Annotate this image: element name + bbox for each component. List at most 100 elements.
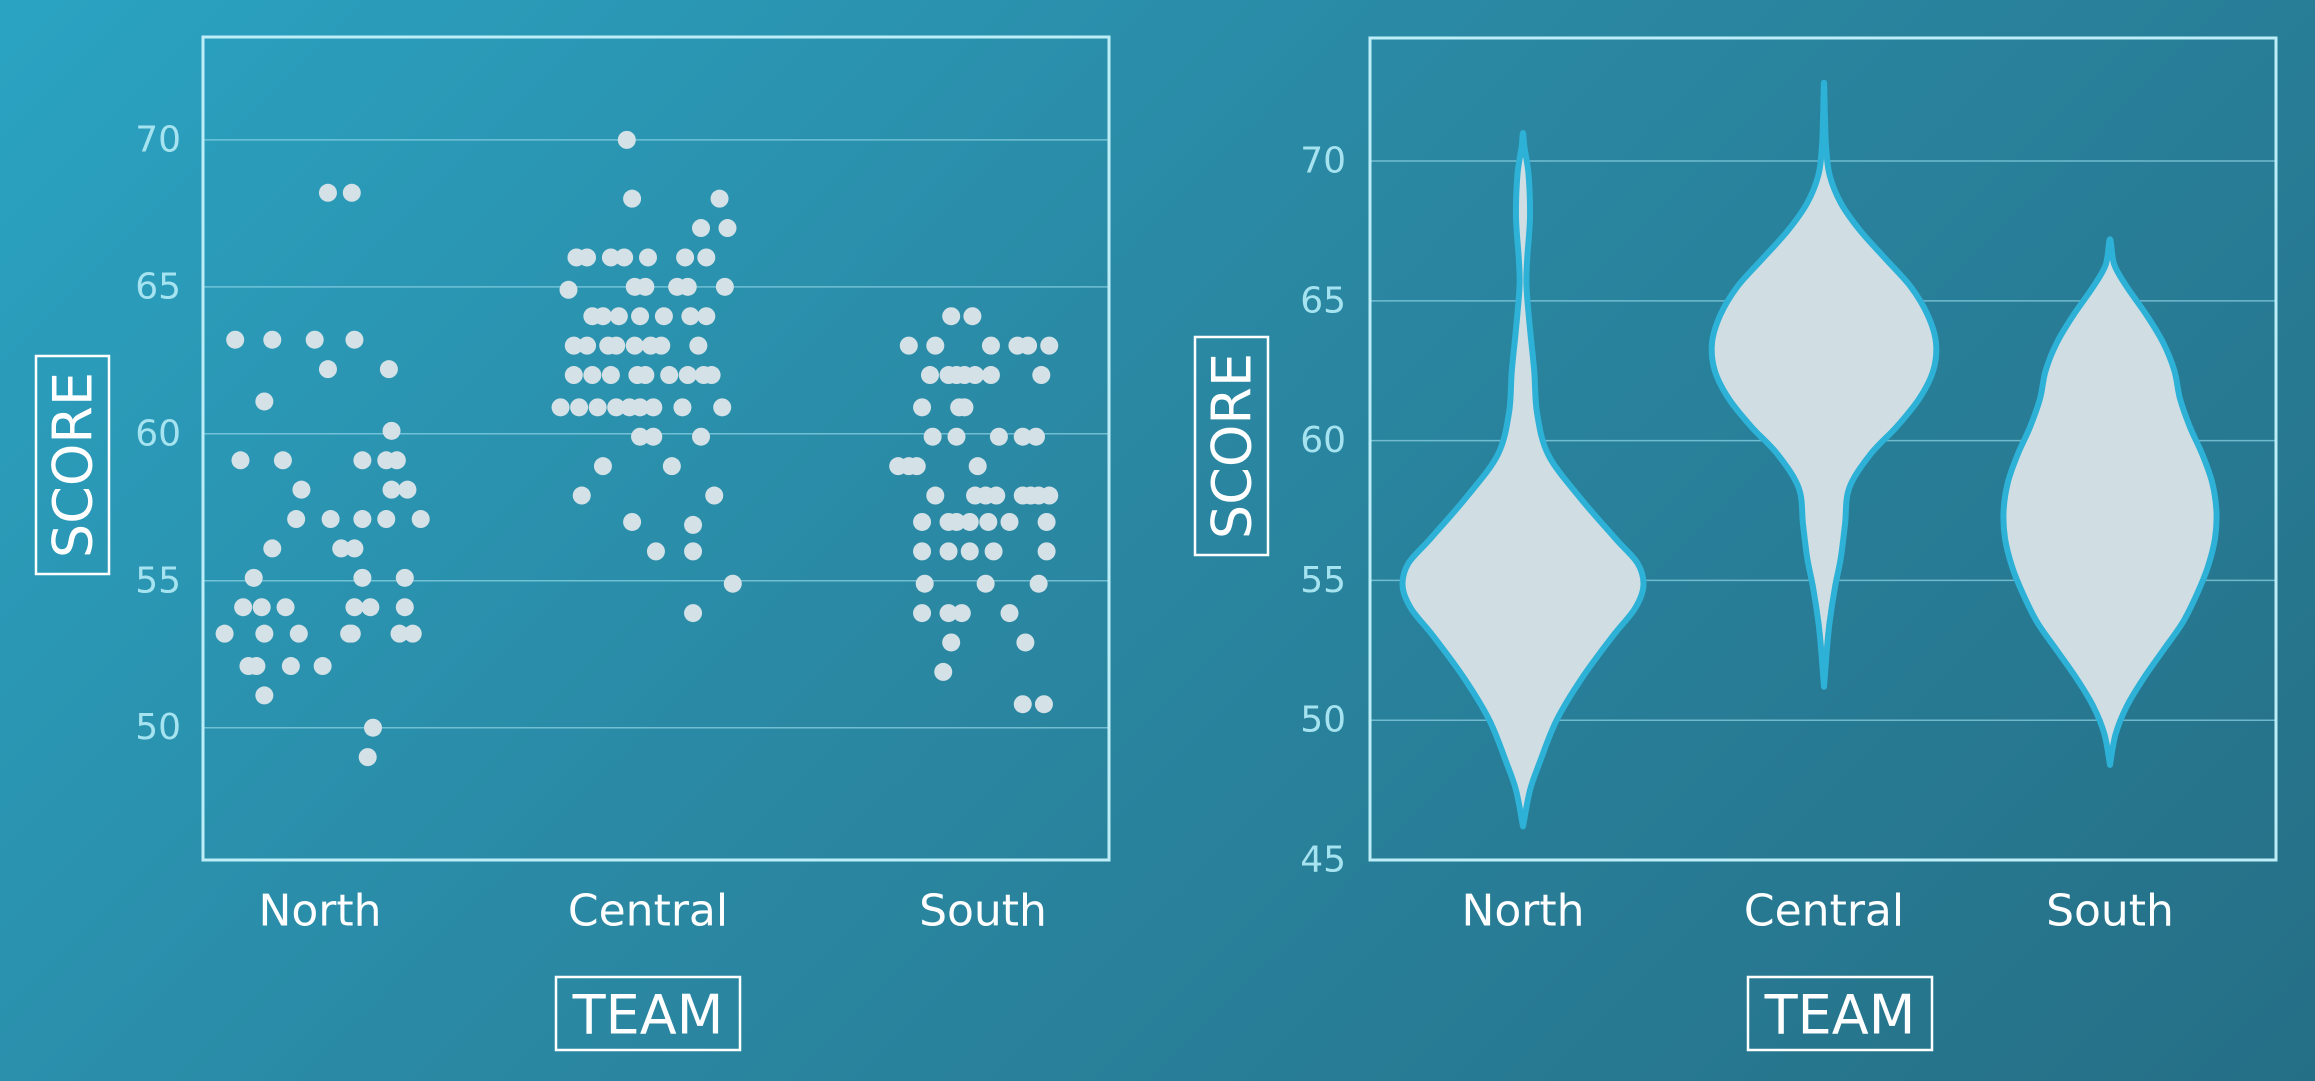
violin-plot-x-title: TEAM (1746, 975, 1934, 1052)
strip-point (942, 633, 961, 652)
strip-point (255, 624, 274, 643)
strip-point (1000, 604, 1019, 623)
strip-plot-frame (201, 35, 1111, 862)
strip-point (660, 366, 679, 385)
strip-point (644, 398, 663, 417)
strip-point (342, 624, 361, 643)
strip-point (976, 574, 995, 593)
strip-point (676, 248, 695, 267)
strip-point (718, 219, 737, 238)
strip-point (1013, 427, 1032, 446)
strip-point (377, 510, 396, 529)
strip-point (551, 398, 570, 417)
strip-point (710, 189, 729, 208)
strip-point (702, 366, 721, 385)
strip-point (593, 457, 612, 476)
strip-point (609, 307, 628, 326)
strip-point (654, 307, 673, 326)
strip-point (652, 336, 671, 355)
strip-point (601, 366, 620, 385)
strip-point (255, 392, 274, 411)
strip-point (947, 512, 966, 531)
strip-point (899, 336, 918, 355)
strip-point (379, 360, 398, 379)
strip-point (913, 542, 932, 561)
strip-point (921, 366, 939, 385)
violin-x-category-label: Central (1744, 886, 1904, 937)
violin-y-tick-label: 50 (1300, 700, 1346, 741)
strip-point (636, 366, 655, 385)
strip-point (252, 598, 271, 617)
strip-point (588, 398, 607, 417)
strip-point (345, 539, 364, 558)
strip-point (631, 307, 650, 326)
strip-point (289, 624, 308, 643)
strip-point (913, 398, 932, 417)
violin-y-tick-label: 60 (1300, 420, 1346, 461)
strip-point (678, 366, 697, 385)
strip-point (292, 480, 311, 499)
strip-point (662, 457, 681, 476)
strip-point (395, 568, 414, 587)
strip-point (247, 657, 266, 676)
strip-point (913, 604, 932, 623)
strip-point (353, 510, 372, 529)
strip-point (342, 183, 361, 202)
strip-point (915, 574, 934, 593)
strip-point (1027, 427, 1045, 446)
violin-plot-frame (1368, 36, 2278, 862)
strip-point (692, 427, 710, 446)
strip-plot-y-title-text: SCORE (42, 372, 105, 558)
violin-y-tick-label: 45 (1300, 840, 1346, 881)
strip-point (960, 512, 979, 531)
strip-point (572, 486, 591, 505)
strip-point (570, 398, 589, 417)
strip-point (939, 604, 958, 623)
strip-point (305, 330, 324, 349)
strip-point (926, 336, 945, 355)
strip-point (636, 277, 655, 296)
strip-point (697, 248, 716, 267)
strip-point (979, 512, 998, 531)
strip-point (1037, 542, 1056, 561)
strip-point (923, 427, 942, 446)
strip-point (1034, 695, 1053, 714)
strip-point (968, 457, 987, 476)
strip-point (989, 427, 1008, 446)
strip-point (697, 307, 716, 326)
strip-point (353, 451, 372, 470)
strip-point (981, 336, 1000, 355)
strip-point (681, 307, 700, 326)
strip-point (1019, 336, 1038, 355)
strip-point (231, 451, 250, 470)
strip-point (559, 280, 578, 299)
strip-point (398, 480, 417, 499)
strip-point (934, 662, 953, 681)
violin-plot-y-title: SCORE (1193, 335, 1270, 557)
strip-plot-x-title: TEAM (554, 975, 742, 1052)
strip-x-category-label: South (919, 886, 1047, 937)
strip-point (952, 604, 971, 623)
strip-point (345, 598, 364, 617)
strip-point (215, 624, 234, 643)
strip-point (981, 366, 1000, 385)
violin-plot-y-title-text: SCORE (1201, 353, 1264, 539)
strip-point (987, 486, 1006, 505)
strip-point (631, 398, 650, 417)
violin-shape-south (2000, 236, 2220, 768)
violin-plot-violins (1399, 79, 2220, 830)
strip-point (273, 451, 292, 470)
strip-point (1000, 512, 1019, 531)
strip-y-tick-label: 70 (135, 119, 181, 160)
strip-point (234, 598, 253, 617)
strip-point (689, 336, 708, 355)
strip-point (684, 542, 703, 561)
strip-point (631, 427, 650, 446)
strip-y-tick-label: 50 (135, 707, 181, 748)
strip-point (1029, 574, 1048, 593)
strip-point (321, 510, 340, 529)
strip-plot-x-categories: North Central South (258, 886, 1046, 937)
strip-point (615, 248, 634, 267)
violin-shape-central (1708, 79, 1940, 690)
strip-point (1037, 512, 1056, 531)
